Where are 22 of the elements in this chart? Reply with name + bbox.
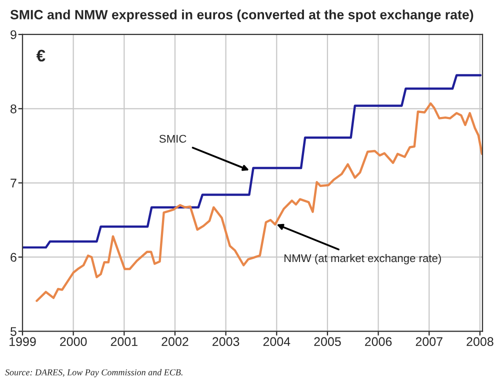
x-tick-label: 1999 (10, 337, 36, 346)
annotation: SMIC (159, 134, 186, 143)
x-tick-label: 2006 (365, 337, 392, 346)
y-tick-label: 6 (10, 252, 16, 262)
x-tick-label: 2008 (466, 337, 494, 346)
y-tick-label: 9 (10, 30, 16, 40)
y-tick-label: 7 (10, 178, 16, 188)
x-tick-label: 2001 (110, 337, 138, 346)
annotation: NMW (at market exchange rate) (284, 254, 441, 264)
x-tick-label: 2003 (212, 337, 240, 346)
line-series (22, 74, 482, 249)
x-tick-label: 2004 (263, 337, 290, 346)
y-tick-label: 8 (10, 104, 16, 114)
chart-title: SMIC and NMW expressed in euros (converted at the spot exchange rate) (10, 10, 474, 22)
y-tick-label: 5 (10, 327, 16, 336)
x-tick-label: 2002 (162, 337, 188, 346)
source-note: Source: DARES, Low Pay Commission and ECB. (5, 369, 182, 378)
line-series (36, 102, 482, 302)
x-tick-label: 2007 (416, 337, 442, 346)
x-tick-label: 2000 (60, 337, 87, 346)
y-axis-title: € (36, 50, 46, 62)
x-tick-label: 2005 (314, 337, 341, 346)
